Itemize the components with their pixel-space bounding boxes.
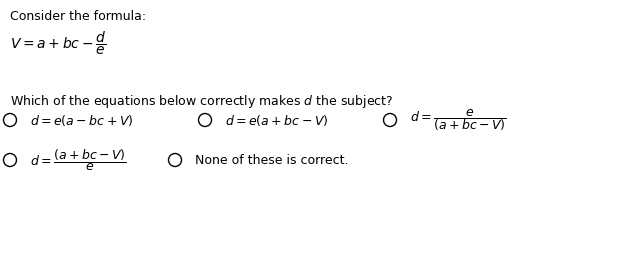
Text: $d = e(a + bc - V)$: $d = e(a + bc - V)$ — [225, 113, 328, 128]
Text: $d = \dfrac{(a+bc-V)}{e}$: $d = \dfrac{(a+bc-V)}{e}$ — [30, 147, 127, 173]
Text: Which of the equations below correctly makes $d$ the subject?: Which of the equations below correctly m… — [10, 93, 393, 110]
Text: Consider the formula:: Consider the formula: — [10, 10, 146, 23]
Text: None of these is correct.: None of these is correct. — [195, 153, 349, 167]
Text: $d = e(a - bc + V)$: $d = e(a - bc + V)$ — [30, 113, 133, 128]
Text: $d = \dfrac{e}{(a+bc-V)}$: $d = \dfrac{e}{(a+bc-V)}$ — [410, 107, 507, 133]
Text: $V = a + bc - \dfrac{d}{e}$: $V = a + bc - \dfrac{d}{e}$ — [10, 30, 106, 57]
